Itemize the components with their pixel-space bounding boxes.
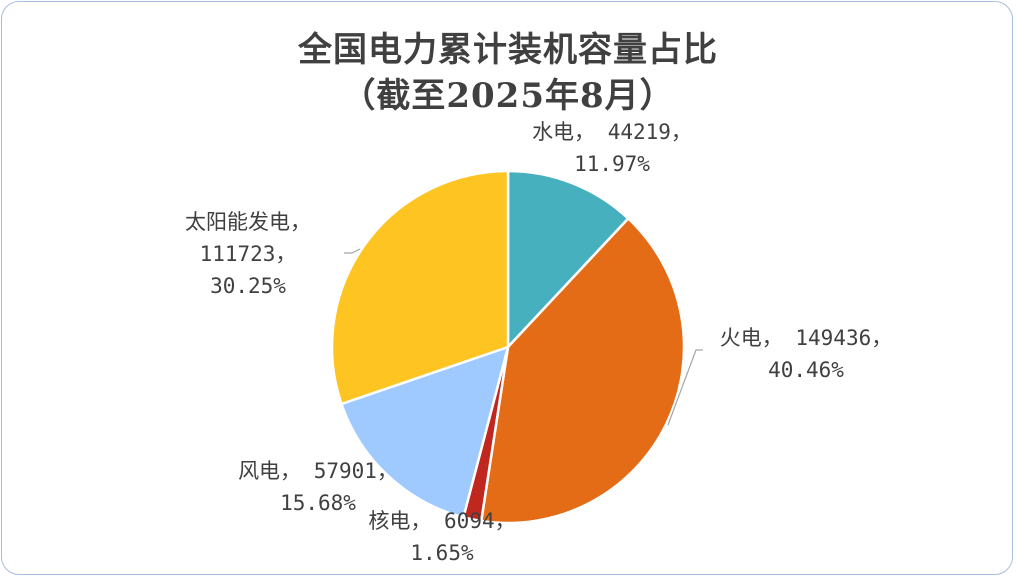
leader-line-4 (344, 248, 361, 254)
data-label-2: 核电， 6094， 1.65% (368, 509, 515, 565)
leader-line-1 (667, 349, 703, 426)
leader-lines (344, 248, 703, 426)
chart-title-line2: （截至2025年8月） (341, 76, 675, 116)
pie-slice-3 (340, 345, 510, 519)
data-label-0: 水电， 44219， 11.97% (532, 120, 692, 176)
pie-slice-0 (506, 169, 630, 349)
pie-slice-4 (330, 169, 510, 406)
pie-slice-1 (480, 217, 686, 525)
data-label-3: 风电， 57901， 15.68% (238, 459, 398, 515)
pie-slices (330, 169, 686, 525)
data-label-1: 火电， 149436， 40.46% (720, 326, 893, 382)
data-label-4: 太阳能发电， 111723， 30.25% (185, 210, 311, 298)
chart-title-line1: 全国电力累计装机容量占比 (298, 30, 718, 70)
data-labels: 水电， 44219， 11.97% 火电， 149436， 40.46% 核电， 609… (185, 120, 892, 565)
